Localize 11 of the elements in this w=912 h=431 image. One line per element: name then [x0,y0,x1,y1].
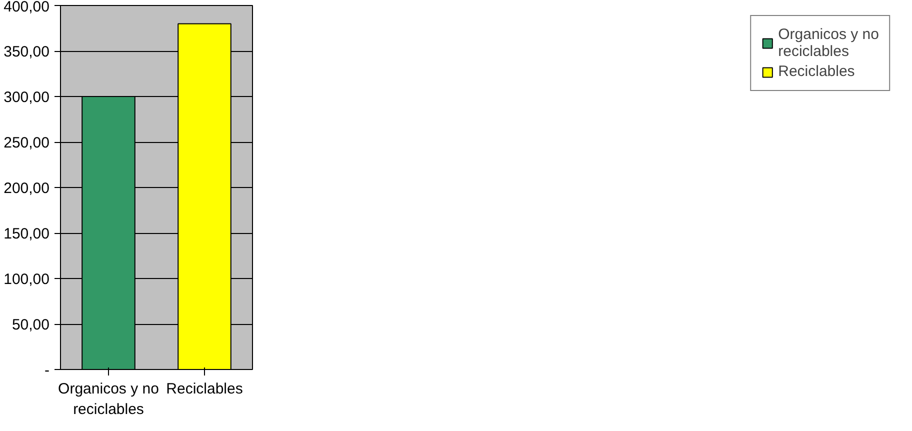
y-tick-label: 50,00 [12,316,50,334]
y-tick-label: 250,00 [4,134,50,152]
y-tick-label: - [44,362,50,379]
y-tick-label: 100,00 [4,271,50,288]
y-tick-label: 150,00 [4,226,50,242]
legend-label: Organicos y no reciclables [778,26,879,60]
y-tick-label: 200,00 [4,180,50,197]
y-tick-label: 350,00 [4,44,50,60]
legend-label: Reciclables [778,63,855,80]
y-tick-label: 300,00 [4,89,50,106]
y-tick-label: 400,00 [4,0,50,16]
